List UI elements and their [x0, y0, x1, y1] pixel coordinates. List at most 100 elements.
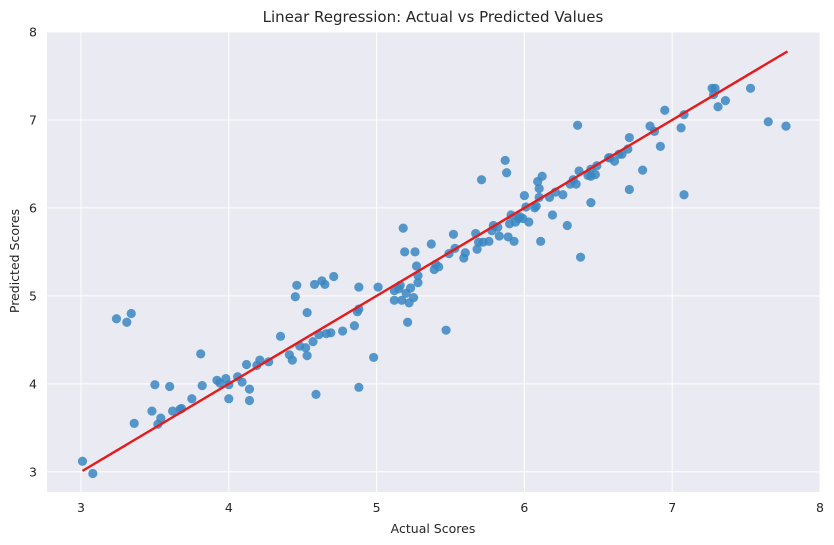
scatter-point — [196, 349, 206, 359]
y-tick-label: 3 — [29, 464, 37, 479]
scatter-point — [349, 321, 360, 331]
scatter-point — [476, 175, 487, 185]
x-axis-label: Actual Scores — [391, 521, 476, 536]
scatter-point — [547, 210, 558, 220]
scatter-point — [309, 279, 320, 290]
scatter-point — [244, 395, 255, 406]
scatter-point — [537, 171, 547, 181]
scatter-point — [586, 198, 596, 208]
scatter-point — [745, 83, 756, 93]
scatter-point — [426, 239, 436, 249]
scatter-point — [373, 282, 383, 292]
scatter-point — [147, 406, 157, 416]
scatter-point — [329, 271, 339, 282]
scatter-point — [448, 229, 459, 239]
scatter-point — [88, 468, 98, 479]
scatter-point — [573, 120, 583, 130]
scatter-point — [308, 336, 318, 347]
scatter-point — [301, 343, 311, 353]
scatter-point — [403, 317, 413, 327]
scatter-point — [326, 328, 336, 338]
scatter-point — [720, 96, 731, 106]
x-tick-label: 6 — [520, 500, 528, 515]
scatter-point — [126, 308, 136, 319]
scatter-point — [413, 278, 423, 288]
scatter-point — [122, 317, 132, 327]
scatter-point — [237, 377, 247, 387]
scatter-point — [302, 351, 312, 361]
x-tick-label: 8 — [816, 500, 824, 515]
scatter-point — [494, 231, 504, 241]
scatter-point — [369, 352, 379, 363]
scatter-point — [519, 190, 529, 201]
x-tick-label: 5 — [373, 500, 381, 515]
scatter-point — [534, 183, 544, 194]
data-points — [77, 83, 791, 479]
scatter-point — [536, 236, 546, 246]
tick-labels: 3 4 5 6 7 8 3 4 5 6 7 8 — [29, 25, 824, 516]
x-tick-label: 7 — [668, 500, 676, 515]
scatter-point — [400, 247, 410, 257]
y-axis-label: Predicted Scores — [7, 209, 22, 313]
scatter-point — [290, 292, 300, 302]
scatter-point — [156, 413, 166, 423]
scatter-point — [275, 331, 286, 341]
scatter-point — [460, 248, 470, 258]
scatter-point — [562, 220, 572, 231]
scatter-point — [558, 190, 568, 200]
scatter-point — [500, 155, 510, 166]
x-tick-label: 4 — [225, 500, 233, 515]
scatter-point — [484, 236, 494, 246]
y-tick-label: 6 — [29, 200, 37, 215]
scatter-point — [354, 282, 364, 292]
scatter-point — [502, 168, 512, 178]
scatter-point — [655, 141, 665, 151]
scatter-point — [405, 283, 416, 293]
scatter-point — [302, 307, 312, 318]
scatter-point — [710, 83, 720, 93]
scatter-point — [571, 179, 581, 189]
scatter-point — [472, 244, 482, 254]
scatter-point — [224, 394, 234, 404]
scatter-point — [150, 380, 160, 390]
scatter-point — [287, 355, 297, 365]
scatter-point — [624, 132, 634, 143]
scatter-point — [241, 359, 252, 370]
scatter-point — [187, 394, 197, 404]
scatter-point — [398, 223, 408, 233]
scatter-point — [408, 293, 419, 303]
scatter-point — [524, 217, 534, 227]
scatter-point — [292, 280, 302, 290]
scatter-point — [397, 295, 407, 305]
scatter-point — [255, 355, 265, 365]
scatter-point — [320, 279, 330, 290]
scatter-point — [411, 261, 422, 271]
scatter-point — [609, 156, 620, 166]
scatter-point — [389, 295, 399, 305]
scatter-point — [338, 326, 348, 336]
y-tick-label: 5 — [29, 288, 37, 303]
scatter-point — [660, 105, 670, 115]
scatter-point — [676, 123, 686, 133]
scatter-point — [638, 165, 648, 175]
y-tick-label: 8 — [29, 25, 37, 40]
scatter-point — [111, 314, 122, 324]
scatter-point — [441, 325, 451, 335]
y-tick-label: 4 — [29, 376, 37, 391]
scatter-point — [531, 201, 541, 211]
grid — [47, 31, 821, 492]
scatter-point — [624, 184, 634, 195]
scatter-point — [311, 389, 321, 399]
scatter-point — [244, 384, 255, 394]
scatter-point — [410, 247, 420, 257]
scatter-point — [354, 382, 364, 392]
scatter-point — [763, 117, 773, 127]
scatter-point — [77, 456, 88, 466]
y-tick-label: 7 — [29, 112, 37, 127]
scatter-point — [509, 236, 519, 246]
scatter-point — [165, 381, 175, 392]
scatter-point — [590, 169, 600, 180]
chart-title: Linear Regression: Actual vs Predicted V… — [263, 8, 604, 26]
